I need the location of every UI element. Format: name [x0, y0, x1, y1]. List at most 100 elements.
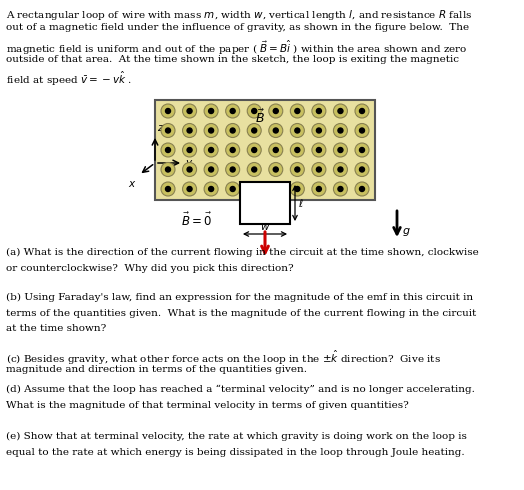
Circle shape [316, 187, 321, 192]
Text: magnetic field is uniform and out of the paper ( $\vec{B} = B\hat{i}$ ) within t: magnetic field is uniform and out of the… [6, 39, 467, 57]
Text: field at speed $\bar{v} = -v\hat{k}$ .: field at speed $\bar{v} = -v\hat{k}$ . [6, 70, 132, 88]
Circle shape [312, 182, 326, 196]
Circle shape [252, 187, 257, 192]
Circle shape [290, 182, 304, 196]
Circle shape [182, 143, 196, 157]
Circle shape [187, 108, 192, 114]
Circle shape [295, 128, 300, 133]
Circle shape [269, 163, 283, 176]
Circle shape [295, 167, 300, 172]
Text: $z$: $z$ [157, 123, 165, 133]
Circle shape [247, 163, 261, 176]
Text: A rectangular loop of wire with mass $m$, width $w$, vertical length $l$, and re: A rectangular loop of wire with mass $m$… [6, 8, 472, 22]
Circle shape [355, 163, 369, 176]
Text: $y$: $y$ [185, 158, 193, 170]
Circle shape [230, 147, 235, 152]
Text: (b) Using Faraday's law, find an expression for the magnitude of the emf in this: (b) Using Faraday's law, find an express… [6, 293, 473, 302]
Circle shape [269, 143, 283, 157]
Circle shape [290, 143, 304, 157]
Circle shape [204, 123, 218, 138]
Circle shape [226, 104, 239, 118]
Text: or counterclockwise?  Why did you pick this direction?: or counterclockwise? Why did you pick th… [6, 264, 293, 272]
Circle shape [226, 123, 239, 138]
Circle shape [269, 104, 283, 118]
Circle shape [226, 143, 239, 157]
Circle shape [209, 128, 214, 133]
Circle shape [333, 143, 347, 157]
Circle shape [359, 128, 365, 133]
Text: $x$: $x$ [128, 179, 137, 189]
Circle shape [290, 163, 304, 176]
Text: What is the magnitude of that terminal velocity in terms of given quantities?: What is the magnitude of that terminal v… [6, 400, 409, 410]
Circle shape [187, 128, 192, 133]
Circle shape [338, 108, 343, 114]
Text: (a) What is the direction of the current flowing in the circuit at the time show: (a) What is the direction of the current… [6, 248, 479, 257]
Circle shape [333, 104, 347, 118]
Circle shape [252, 147, 257, 152]
Circle shape [209, 187, 214, 192]
Circle shape [338, 187, 343, 192]
Circle shape [187, 147, 192, 152]
Circle shape [247, 182, 261, 196]
Text: outside of that area.  At the time shown in the sketch, the loop is exiting the : outside of that area. At the time shown … [6, 54, 459, 64]
Circle shape [182, 182, 196, 196]
Circle shape [274, 128, 278, 133]
Circle shape [359, 167, 365, 172]
Circle shape [247, 143, 261, 157]
Circle shape [204, 143, 218, 157]
Circle shape [161, 143, 175, 157]
Circle shape [252, 167, 257, 172]
Circle shape [274, 167, 278, 172]
Text: $\vec{v}$: $\vec{v}$ [259, 213, 267, 227]
Circle shape [295, 147, 300, 152]
Circle shape [355, 182, 369, 196]
Circle shape [290, 123, 304, 138]
Circle shape [333, 163, 347, 176]
Circle shape [338, 167, 343, 172]
Circle shape [252, 128, 257, 133]
Circle shape [312, 143, 326, 157]
Circle shape [359, 147, 365, 152]
Circle shape [247, 104, 261, 118]
Circle shape [230, 187, 235, 192]
Text: terms of the quantities given.  What is the magnitude of the current flowing in : terms of the quantities given. What is t… [6, 309, 476, 318]
Circle shape [166, 147, 170, 152]
Text: (d) Assume that the loop has reached a “terminal velocity” and is no longer acce: (d) Assume that the loop has reached a “… [6, 385, 475, 394]
Circle shape [226, 163, 239, 176]
Circle shape [161, 182, 175, 196]
Text: equal to the rate at which energy is being dissipated in the loop through Joule : equal to the rate at which energy is bei… [6, 447, 465, 457]
Circle shape [269, 123, 283, 138]
Circle shape [166, 108, 170, 114]
Circle shape [182, 104, 196, 118]
Circle shape [209, 167, 214, 172]
Circle shape [355, 104, 369, 118]
Circle shape [209, 147, 214, 152]
Circle shape [312, 104, 326, 118]
Circle shape [230, 108, 235, 114]
Circle shape [316, 128, 321, 133]
Circle shape [166, 167, 170, 172]
Circle shape [316, 167, 321, 172]
Circle shape [252, 108, 257, 114]
Text: $\ell$: $\ell$ [298, 197, 304, 209]
Circle shape [333, 123, 347, 138]
Bar [155, 100, 375, 200]
Circle shape [338, 147, 343, 152]
Text: at the time shown?: at the time shown? [6, 324, 106, 333]
Circle shape [166, 128, 170, 133]
Circle shape [274, 108, 278, 114]
Circle shape [359, 108, 365, 114]
Circle shape [187, 167, 192, 172]
Text: (e) Show that at terminal velocity, the rate at which gravity is doing work on t: (e) Show that at terminal velocity, the … [6, 432, 467, 441]
Circle shape [355, 123, 369, 138]
Circle shape [161, 104, 175, 118]
Circle shape [204, 104, 218, 118]
Circle shape [295, 108, 300, 114]
Circle shape [182, 163, 196, 176]
Circle shape [204, 163, 218, 176]
Text: (c) Besides gravity, what other force acts on the loop in the $\pm\hat{k}$ direc: (c) Besides gravity, what other force ac… [6, 349, 441, 368]
Circle shape [295, 187, 300, 192]
Circle shape [316, 147, 321, 152]
Circle shape [230, 167, 235, 172]
Text: out of a magnetic field under the influence of gravity, as shown in the figure b: out of a magnetic field under the influe… [6, 24, 469, 32]
